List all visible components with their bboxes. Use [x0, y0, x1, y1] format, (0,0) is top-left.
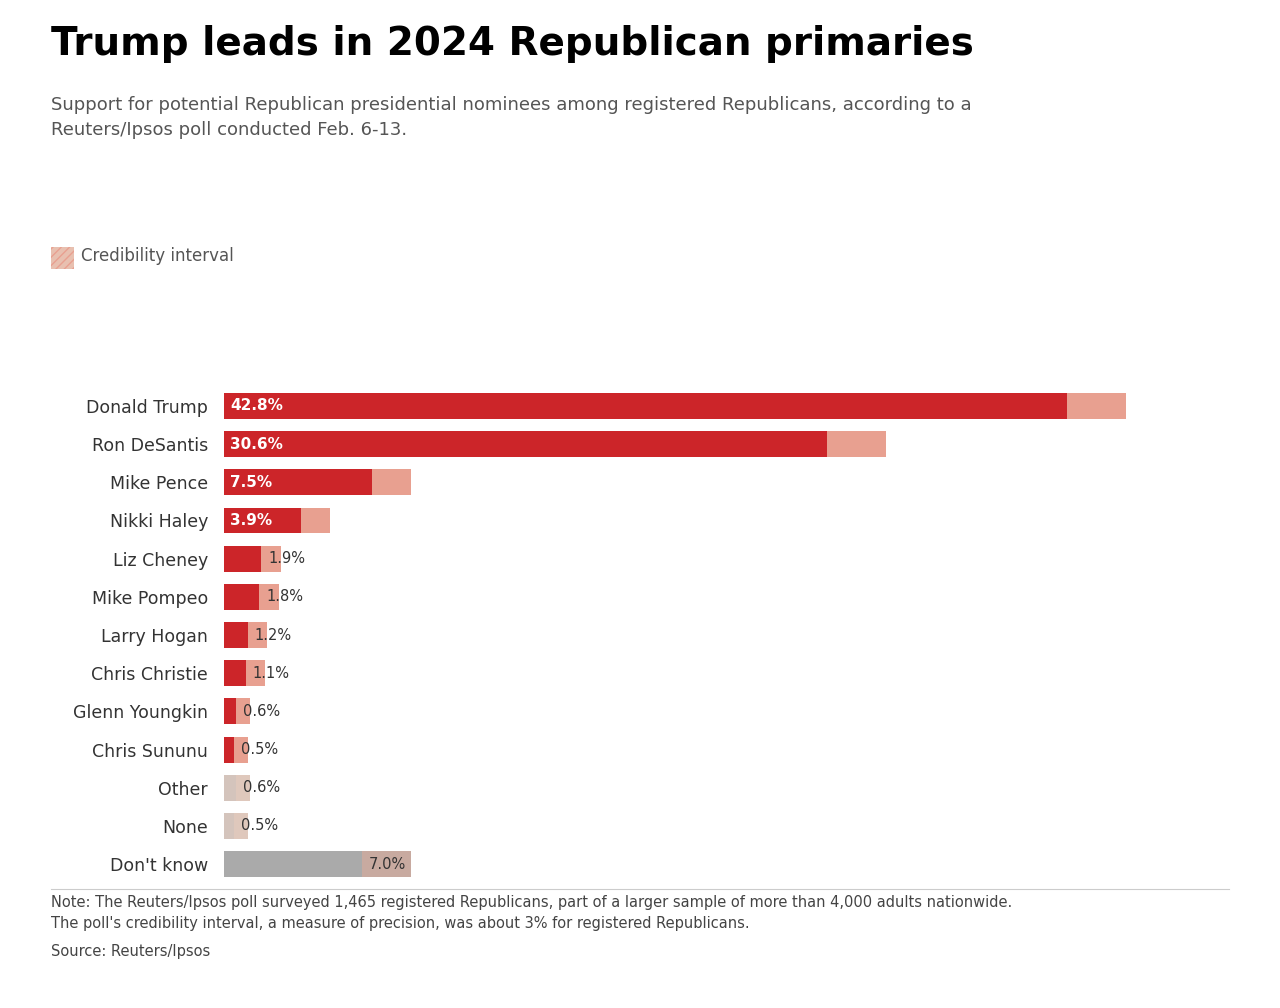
Bar	[333, 470, 371, 495]
Bar	[768, 431, 886, 457]
Bar	[271, 507, 330, 533]
Text: 1.1%: 1.1%	[252, 665, 289, 680]
Bar	[227, 737, 247, 763]
Bar	[242, 545, 261, 572]
Bar	[1007, 393, 1126, 419]
Bar	[271, 507, 301, 533]
Text: 0.5%: 0.5%	[241, 742, 278, 757]
Bar	[224, 545, 242, 572]
Bar	[224, 507, 271, 533]
Text: Trump leads in 2024 Republican primaries: Trump leads in 2024 Republican primaries	[51, 25, 974, 64]
Bar	[224, 775, 228, 800]
Text: 30.6%: 30.6%	[230, 436, 283, 452]
Bar	[234, 622, 268, 648]
Text: 0.5%: 0.5%	[241, 818, 278, 834]
Bar	[239, 584, 260, 610]
Bar	[1007, 393, 1066, 419]
Bar	[224, 699, 228, 725]
Bar	[1007, 393, 1126, 419]
Bar	[234, 622, 247, 648]
Bar	[228, 699, 236, 725]
Text: 7.5%: 7.5%	[230, 475, 273, 490]
Text: 1.8%: 1.8%	[266, 590, 303, 605]
Bar	[224, 813, 227, 839]
Bar	[228, 699, 250, 725]
Bar	[228, 775, 250, 800]
Text: 1.2%: 1.2%	[255, 628, 292, 642]
Text: Credibility interval: Credibility interval	[81, 247, 233, 265]
Text: 1.9%: 1.9%	[269, 551, 306, 566]
Bar	[224, 470, 333, 495]
Bar	[271, 507, 330, 533]
Bar	[242, 545, 282, 572]
Bar	[242, 545, 282, 572]
Bar	[224, 393, 1007, 419]
Bar	[227, 813, 247, 839]
Bar	[228, 775, 250, 800]
Bar	[234, 622, 268, 648]
Bar	[227, 737, 234, 763]
Text: 42.8%: 42.8%	[230, 398, 283, 413]
Text: 0.6%: 0.6%	[243, 780, 280, 795]
Bar	[227, 737, 247, 763]
Bar	[228, 775, 236, 800]
Bar	[224, 851, 323, 877]
Bar	[333, 470, 411, 495]
Bar	[333, 470, 411, 495]
Bar	[232, 660, 265, 686]
Text: Source: Reuters/Ipsos: Source: Reuters/Ipsos	[51, 944, 210, 960]
Bar	[323, 851, 362, 877]
Bar	[232, 660, 265, 686]
Text: 7.0%: 7.0%	[369, 857, 406, 872]
Bar	[232, 660, 246, 686]
Bar	[768, 431, 827, 457]
Text: 0.6%: 0.6%	[243, 704, 280, 719]
Bar	[224, 584, 239, 610]
Bar	[224, 622, 234, 648]
Bar	[224, 431, 768, 457]
Text: Note: The Reuters/Ipsos poll surveyed 1,465 registered Republicans, part of a la: Note: The Reuters/Ipsos poll surveyed 1,…	[51, 895, 1012, 931]
Bar	[228, 699, 250, 725]
Bar	[227, 813, 247, 839]
Text: 3.9%: 3.9%	[230, 513, 273, 528]
Bar	[768, 431, 886, 457]
Bar	[323, 851, 411, 877]
Bar	[227, 813, 234, 839]
Bar	[224, 660, 232, 686]
Bar	[224, 737, 227, 763]
Text: Support for potential Republican presidential nominees among registered Republic: Support for potential Republican preside…	[51, 96, 972, 139]
Bar	[323, 851, 411, 877]
Bar	[239, 584, 279, 610]
Bar	[239, 584, 279, 610]
